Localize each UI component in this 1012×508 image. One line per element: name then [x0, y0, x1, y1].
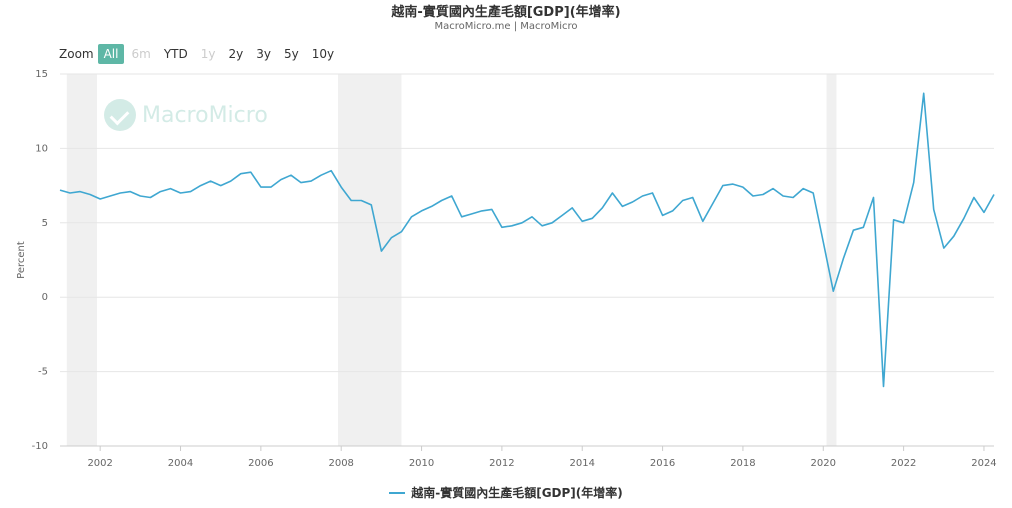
- y-tick-label: -5: [38, 367, 48, 378]
- legend-series-label: 越南-實質國內生產毛額[GDP](年增率): [411, 486, 623, 500]
- x-tick-label: 2006: [248, 458, 273, 469]
- zoom-button-6m[interactable]: 6m: [131, 47, 151, 61]
- shaded-period-2: [826, 74, 837, 446]
- x-tick-label: 2010: [409, 458, 434, 469]
- x-tick-label: 2002: [87, 458, 112, 469]
- zoom-button-3y[interactable]: 3y: [256, 47, 271, 61]
- zoom-button-5y[interactable]: 5y: [283, 47, 299, 61]
- zoom-button-ytd[interactable]: YTD: [163, 47, 188, 61]
- x-tick-label: 2012: [489, 458, 514, 469]
- shaded-period-0: [66, 74, 97, 446]
- zoom-button-2y[interactable]: 2y: [228, 47, 244, 61]
- chart-legend[interactable]: 越南-實質國內生產毛額[GDP](年增率): [0, 484, 1012, 501]
- y-tick-label: 10: [35, 143, 48, 154]
- legend-line-icon: [389, 491, 406, 494]
- zoom-button-1y[interactable]: 1y: [200, 47, 216, 61]
- y-axis-title: Percent: [16, 241, 27, 279]
- chart-subtitle: MacroMicro.me | MacroMicro: [434, 21, 578, 32]
- zoom-button-10y[interactable]: 10y: [311, 47, 335, 61]
- y-tick-label: 0: [42, 292, 48, 303]
- watermark: MacroMicro: [104, 99, 268, 131]
- series-line-0: [59, 92, 995, 388]
- x-tick-label: 2024: [971, 458, 996, 469]
- chart-title: 越南-實質國內生產毛額[GDP](年增率): [391, 5, 621, 20]
- zoom-button-all[interactable]: All: [97, 44, 125, 64]
- x-tick-label: 2004: [168, 458, 193, 469]
- macromicro-logo-icon: [104, 99, 136, 131]
- y-tick-label: 15: [35, 69, 48, 80]
- x-tick-label: 2018: [730, 458, 755, 469]
- y-tick-label: 5: [42, 218, 48, 229]
- y-tick-label: -10: [32, 441, 48, 452]
- x-tick-label: 2008: [328, 458, 353, 469]
- zoom-label: Zoom: [59, 47, 94, 61]
- x-tick-label: 2022: [891, 458, 916, 469]
- x-tick-label: 2016: [650, 458, 675, 469]
- shaded-period-1: [337, 74, 402, 446]
- x-tick-label: 2020: [811, 458, 836, 469]
- x-tick-label: 2014: [570, 458, 595, 469]
- zoom-toolbar: Zoom All 6m YTD 1y 2y 3y 5y 10y: [59, 44, 341, 64]
- watermark-text: MacroMicro: [142, 102, 268, 128]
